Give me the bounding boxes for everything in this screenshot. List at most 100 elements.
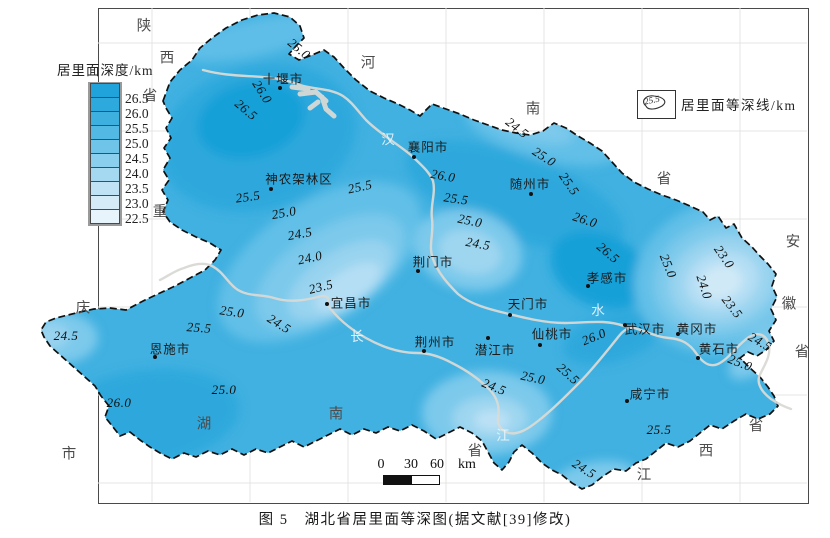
city-label: 宜昌市 <box>330 296 372 311</box>
contour-label: 25.5 <box>442 189 470 208</box>
danjiangkou-reservoir <box>289 84 337 119</box>
city-dot <box>625 399 629 403</box>
contour-label: 25.5 <box>646 422 672 437</box>
rivers <box>158 68 793 435</box>
contour-label: 25.0 <box>211 382 237 397</box>
depth-swatch <box>90 97 120 112</box>
depth-tick: 26.0 <box>125 106 149 121</box>
contour-label: 26.0 <box>106 395 132 410</box>
city-label: 荆州市 <box>414 335 456 350</box>
scale-tick: 0 <box>377 457 385 472</box>
contour-label: 25.5 <box>186 319 212 336</box>
city-label: 武汉市 <box>624 322 666 337</box>
figure-caption: 图 5 湖北省居里面等深图(据文献[39]修改) <box>258 512 572 528</box>
depth-tick: 24.0 <box>125 166 149 181</box>
neighbor-label: 省 <box>748 418 764 435</box>
city-dot <box>486 336 490 340</box>
neighbor-label: 湖 <box>196 416 212 433</box>
city-label: 襄阳市 <box>407 140 449 155</box>
neighbor-label: 南 <box>328 406 344 423</box>
isoline-legend-label: 居里面等深线/km <box>681 98 797 113</box>
depth-tick: 22.5 <box>125 211 149 226</box>
city-label: 仙桃市 <box>531 327 573 342</box>
map-frame <box>98 8 809 504</box>
province-boundary <box>40 12 779 490</box>
city-dot <box>529 192 533 196</box>
neighbor-label: 河 <box>360 55 376 72</box>
city-dot <box>508 313 512 317</box>
city-dot <box>538 343 542 347</box>
city-dot <box>676 332 680 336</box>
neighbor-label: 南 <box>525 101 541 118</box>
neighbor-label: 省 <box>142 88 158 105</box>
city-dot <box>586 284 590 288</box>
river-label: 江 <box>496 428 510 443</box>
city-label: 天门市 <box>507 297 549 312</box>
depth-swatch <box>90 153 120 168</box>
city-label: 潜江市 <box>474 343 516 358</box>
depth-legend-title: 居里面深度/km <box>57 63 154 78</box>
contour-label: 25.0 <box>218 302 246 321</box>
city-label: 十堰市 <box>262 72 304 87</box>
city-dot <box>153 355 157 359</box>
city-label: 神农架林区 <box>265 172 333 187</box>
neighbor-label: 西 <box>159 50 175 67</box>
depth-swatch <box>90 139 120 154</box>
scale-tick: 60 <box>430 457 444 472</box>
city-label: 随州市 <box>509 177 551 192</box>
neighbor-label: 庆 <box>75 300 91 317</box>
depth-tick: 23.5 <box>125 181 149 196</box>
neighbor-label: 江 <box>636 467 652 484</box>
river-label: 汉 <box>381 132 395 147</box>
depth-swatch <box>90 111 120 126</box>
city-dot <box>623 323 627 327</box>
city-dot <box>416 269 420 273</box>
neighbor-label: 重 <box>152 204 168 221</box>
depth-swatch <box>90 167 120 182</box>
neighbor-label: 省 <box>656 171 672 188</box>
neighbor-label: 市 <box>61 446 77 463</box>
city-label: 孝感市 <box>586 271 628 286</box>
han-river <box>201 68 626 328</box>
contour-label: 25.5 <box>234 187 262 206</box>
depth-legend-swatches <box>88 82 122 226</box>
city-dot <box>269 187 273 191</box>
depth-swatch <box>90 195 120 210</box>
depth-tick: 25.5 <box>125 121 149 136</box>
city-dot <box>278 86 282 90</box>
city-label: 黄石市 <box>698 342 740 357</box>
neighbor-label: 省 <box>794 344 810 361</box>
depth-swatch <box>90 83 120 98</box>
city-label: 咸宁市 <box>629 387 671 402</box>
scale-tick: 30 <box>404 457 418 472</box>
scale-unit: km <box>458 457 476 472</box>
river-label: 水 <box>591 303 605 318</box>
city-label: 恩施市 <box>149 342 191 357</box>
depth-swatch <box>90 125 120 140</box>
city-label: 黄冈市 <box>676 322 718 337</box>
depth-tick: 25.0 <box>125 136 149 151</box>
city-dot <box>696 356 700 360</box>
river-label: 长 <box>350 329 364 344</box>
contour-loop-icon <box>643 95 666 110</box>
city-dot <box>422 349 426 353</box>
isoline-legend-symbol: 25.5 <box>637 90 676 119</box>
yangtze-river <box>158 262 793 435</box>
depth-swatch <box>90 181 120 196</box>
scale-bar: 0 30 60 km <box>340 457 500 487</box>
city-label: 荆门市 <box>412 255 454 270</box>
depth-swatch <box>90 209 120 224</box>
depth-tick: 26.5 <box>125 91 149 106</box>
neighbor-label: 徽 <box>781 296 797 313</box>
neighbor-label: 安 <box>785 234 801 251</box>
depth-tick: 23.0 <box>125 196 149 211</box>
city-dot <box>325 302 329 306</box>
neighbor-label: 省 <box>467 443 483 460</box>
depth-tick: 24.5 <box>125 151 149 166</box>
neighbor-label: 西 <box>698 443 714 460</box>
city-dot <box>412 155 416 159</box>
scale-bar-rule <box>383 475 440 485</box>
neighbor-label: 陕 <box>136 18 152 35</box>
